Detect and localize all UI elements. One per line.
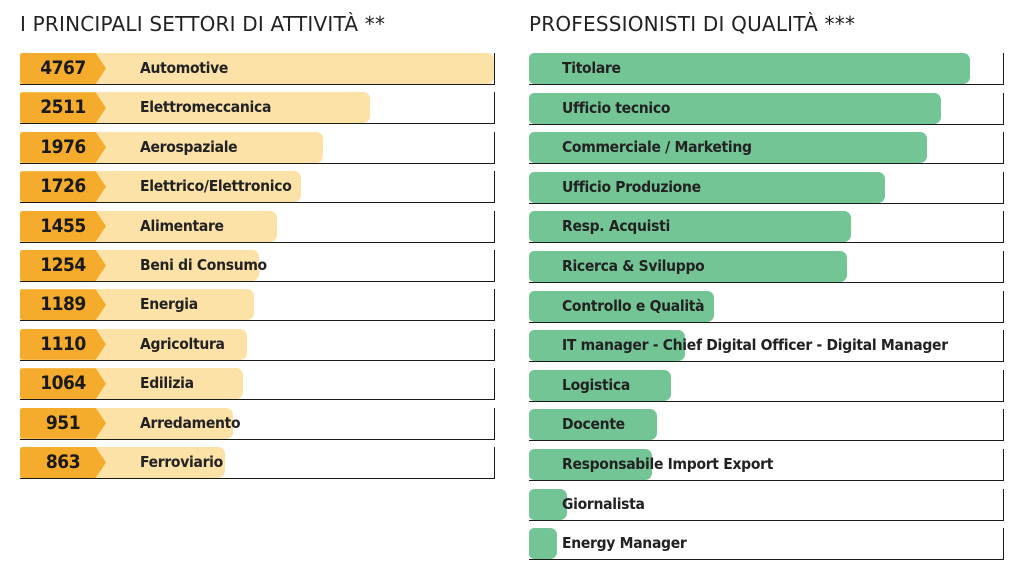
professional-bar: [529, 211, 851, 243]
sector-row: 1189 Energia: [20, 289, 495, 322]
sector-row: 1455 Alimentare: [20, 210, 495, 243]
sector-value-label: 1110: [20, 328, 106, 360]
professional-row: Logistica: [529, 369, 1004, 402]
sector-row: 951 Arredamento: [20, 407, 495, 440]
sector-value-label: 1254: [20, 250, 106, 281]
sector-value-label: 1189: [20, 289, 106, 321]
sector-value-label: 1455: [20, 210, 106, 242]
sector-row: 1110 Agricoltura: [20, 328, 495, 361]
professional-category-label: Logistica: [562, 375, 630, 394]
sector-category-label: Elettromeccanica: [140, 98, 272, 117]
professional-category-label: Commerciale / Marketing: [562, 138, 752, 157]
professional-row: IT manager - Chief Digital Officer - Dig…: [529, 330, 1004, 363]
professional-category-label: Titolare: [562, 59, 621, 77]
sector-category-label: Aerospaziale: [140, 137, 238, 156]
sector-row: 1064 Edilizia: [20, 368, 495, 401]
professional-category-label: Ufficio tecnico: [562, 98, 671, 117]
professional-category-label: Energy Manager: [562, 534, 687, 553]
sector-category-label: Ferroviario: [140, 453, 223, 471]
professional-bar: [529, 53, 970, 84]
sector-category-label: Automotive: [140, 59, 229, 77]
professional-category-label: Responsabile Import Export: [562, 455, 774, 473]
sector-row: 1726 Elettrico/Elettronico: [20, 171, 495, 204]
sector-category-label: Alimentare: [140, 216, 224, 235]
sector-category-label: Beni di Consumo: [140, 256, 267, 274]
professional-row: Docente: [529, 409, 1004, 442]
professional-row: Commerciale / Marketing: [529, 132, 1004, 165]
professional-row: Titolare: [529, 53, 1004, 85]
professional-row: Responsabile Import Export: [529, 449, 1004, 481]
sector-category-label: Agricoltura: [140, 334, 225, 353]
sector-value-label: 951: [20, 407, 106, 439]
sector-category-label: Elettrico/Elettronico: [140, 177, 292, 196]
sector-value-label: 1976: [20, 131, 106, 163]
professional-bar: [529, 171, 885, 203]
professionals-chart-title: PROFESSIONISTI DI QUALITÀ ***: [529, 12, 856, 36]
sector-row: 1254 Beni di Consumo: [20, 250, 495, 282]
professional-category-label: Giornalista: [562, 494, 645, 513]
sector-row: 4767 Automotive: [20, 53, 495, 85]
professional-bar: [529, 132, 927, 164]
professional-row: Energy Manager: [529, 528, 1004, 561]
sector-category-label: Energia: [140, 295, 198, 314]
professional-category-label: IT manager - Chief Digital Officer - Dig…: [562, 336, 948, 355]
sector-category-label: Arredamento: [140, 413, 241, 432]
professional-bar: [529, 409, 657, 441]
sector-row: 1976 Aerospaziale: [20, 131, 495, 164]
sector-value-label: 863: [20, 447, 106, 478]
sector-row: 2511 Elettromeccanica: [20, 92, 495, 125]
sector-value-label: 1064: [20, 368, 106, 400]
professional-category-label: Resp. Acquisti: [562, 217, 670, 236]
sector-category-label: Edilizia: [140, 374, 194, 393]
professional-bar: [529, 92, 941, 124]
professional-row: Giornalista: [529, 488, 1004, 521]
professional-bar: [529, 290, 714, 322]
sectors-chart-title: I PRINCIPALI SETTORI DI ATTIVITÀ **: [20, 12, 386, 36]
professional-row: Resp. Acquisti: [529, 211, 1004, 244]
professional-bar: [529, 251, 847, 282]
sector-value-label: 2511: [20, 92, 106, 124]
professional-bar: [529, 369, 671, 401]
professional-row: Controllo e Qualità: [529, 290, 1004, 323]
professional-category-label: Ricerca & Sviluppo: [562, 257, 705, 275]
sector-row: 863 Ferroviario: [20, 447, 495, 479]
professional-bar: [529, 488, 567, 520]
professional-bar: [529, 528, 557, 560]
professional-category-label: Ufficio Produzione: [562, 177, 701, 196]
professional-row: Ricerca & Sviluppo: [529, 251, 1004, 283]
sector-value-label: 4767: [20, 53, 106, 84]
sector-value-label: 1726: [20, 171, 106, 203]
professional-bar: [529, 449, 652, 480]
professional-row: Ufficio tecnico: [529, 92, 1004, 125]
professional-category-label: Controllo e Qualità: [562, 296, 705, 315]
professional-row: Ufficio Produzione: [529, 171, 1004, 204]
professional-bar: [529, 330, 685, 362]
professional-category-label: Docente: [562, 415, 625, 434]
